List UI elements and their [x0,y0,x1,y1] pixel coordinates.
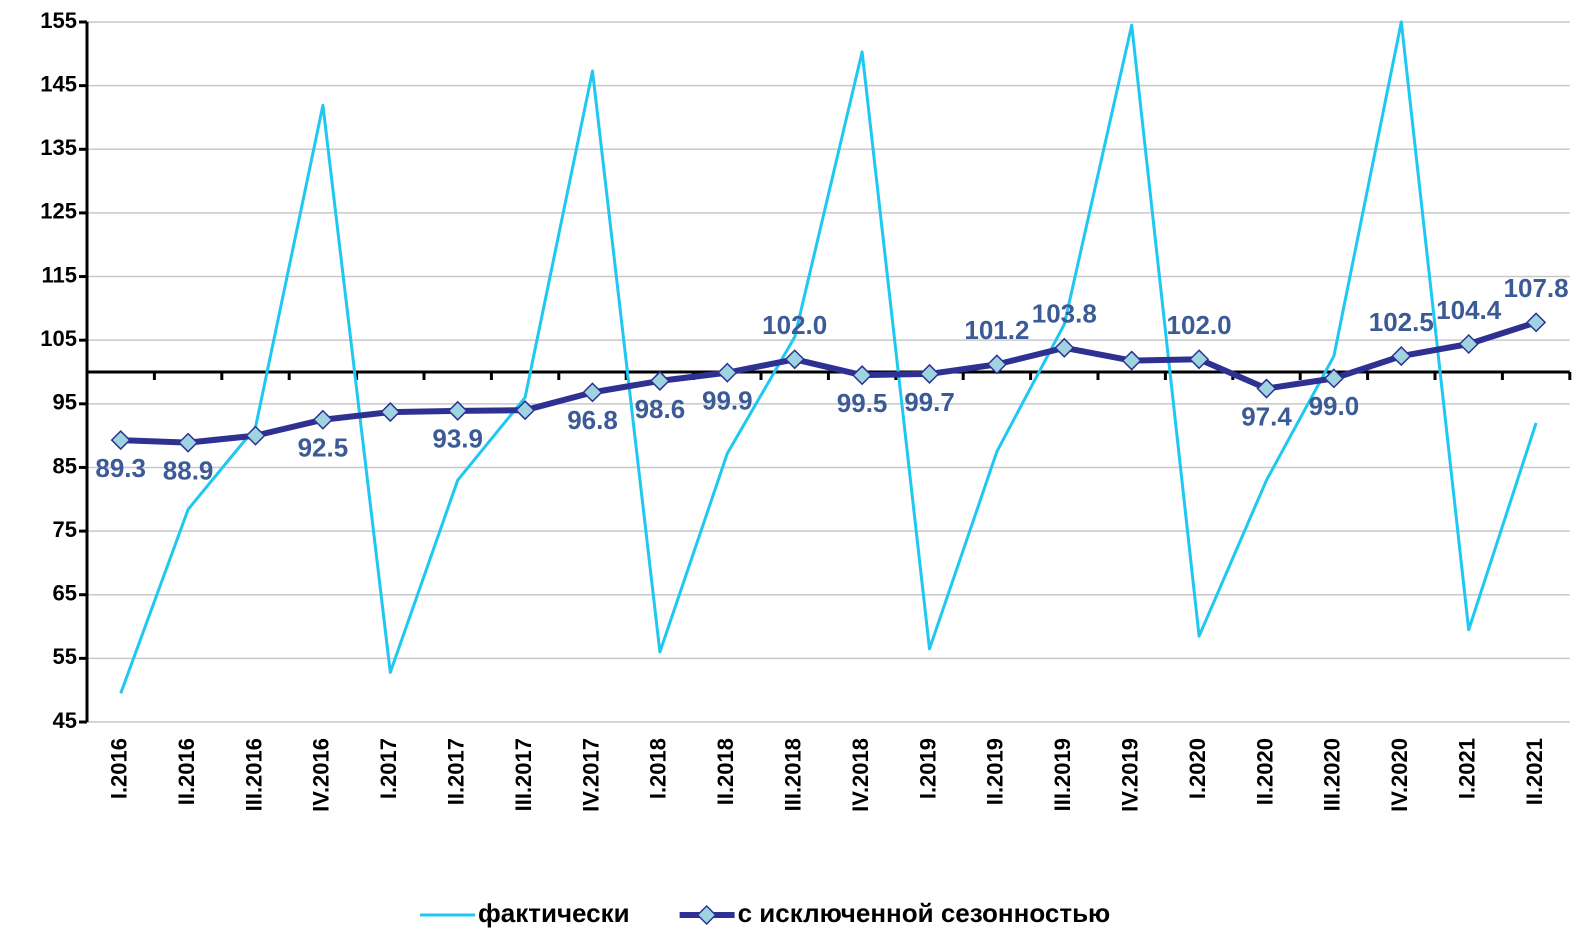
x-tick-label: II.2016 [174,738,199,805]
marker [582,382,603,403]
marker [380,402,401,423]
data-label: 101.2 [964,315,1029,345]
marker [515,400,536,421]
y-tick-label: 85 [53,453,77,478]
x-tick-label: III.2018 [781,738,806,811]
x-tick-label: IV.2016 [309,738,334,812]
data-label: 99.0 [1309,391,1360,421]
legend-label: с исключенной сезонностью [738,898,1111,928]
legend-marker [696,904,717,926]
marker [1121,350,1142,371]
marker [1458,333,1479,355]
marker [1391,346,1412,367]
marker [245,425,266,446]
x-tick-label: IV.2017 [578,738,603,812]
x-tick-label: IV.2018 [848,738,873,812]
x-tick-label: III.2017 [511,738,536,811]
data-label: 93.9 [432,424,483,454]
data-label: 102.0 [1167,310,1232,340]
data-label: 107.8 [1504,273,1569,303]
marker [312,409,333,430]
legend-item: фактически [420,898,630,928]
marker [986,354,1007,375]
x-tick-label: II.2019 [983,738,1008,805]
marker [784,349,805,370]
marker [1256,378,1277,399]
marker [852,365,873,386]
x-tick-label: II.2020 [1252,738,1277,805]
x-tick-label: IV.2020 [1387,738,1412,812]
x-tick-label: III.2019 [1050,738,1075,811]
legend-label: фактически [478,898,630,928]
x-tick-label: II.2018 [713,738,738,805]
marker [1054,337,1075,358]
x-tick-label: I.2020 [1185,738,1210,799]
data-label: 102.5 [1369,307,1434,337]
data-label: 99.9 [702,386,753,416]
y-tick-label: 55 [53,644,77,669]
x-tick-label: I.2017 [376,738,401,799]
y-tick-label: 135 [40,135,77,160]
y-tick-label: 105 [40,326,77,351]
marker [178,432,199,453]
y-tick-label: 95 [53,390,77,415]
x-tick-label: I.2021 [1455,738,1480,799]
y-tick-label: 45 [53,708,77,733]
legend-item: с исключенной сезонностью [679,898,1111,928]
marker [447,400,468,421]
x-tick-label: I.2016 [107,738,132,799]
x-tick-label: I.2018 [646,738,671,799]
data-label: 97.4 [1241,401,1292,431]
x-tick-label: I.2019 [915,738,940,799]
data-label: 99.5 [837,388,888,418]
x-tick-label: II.2021 [1522,738,1547,805]
data-label: 89.3 [95,453,146,483]
x-tick-label: III.2016 [241,738,266,811]
x-tick-label: III.2020 [1320,738,1345,811]
marker [649,370,670,391]
y-tick-label: 75 [53,517,77,542]
y-tick-label: 145 [40,71,77,96]
data-label: 88.9 [163,456,214,486]
marker [110,430,131,451]
data-label: 103.8 [1032,299,1097,329]
y-tick-label: 115 [42,262,78,287]
data-label: 99.7 [904,387,955,417]
data-label: 104.4 [1436,295,1502,325]
marker [1189,349,1210,370]
data-label: 96.8 [567,405,618,435]
series-line [120,319,1538,446]
y-tick-label: 155 [40,8,77,33]
y-tick-label: 65 [53,581,77,606]
marker [1323,368,1344,389]
data-label: 102.0 [762,310,827,340]
marker [1526,312,1547,333]
x-tick-label: IV.2019 [1118,738,1143,812]
marker [919,363,940,384]
data-label: 92.5 [298,433,349,463]
y-tick-label: 125 [40,199,77,224]
x-tick-label: II.2017 [444,738,469,805]
data-label: 98.6 [635,394,686,424]
marker [717,362,738,383]
series-line [119,20,1538,694]
